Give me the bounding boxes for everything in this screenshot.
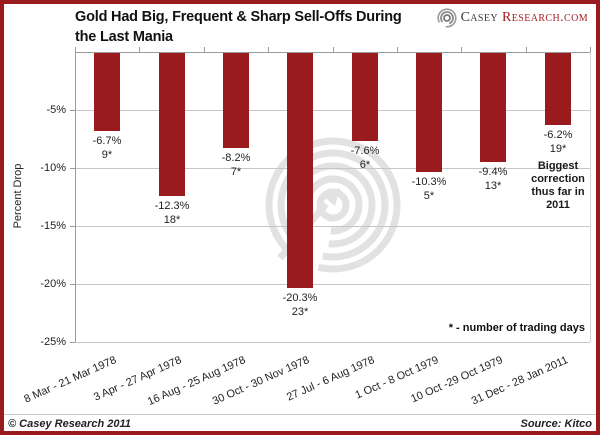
y-tick-mark — [70, 342, 75, 343]
chart-title-line1: Gold Had Big, Frequent & Sharp Sell-Offs… — [75, 9, 402, 25]
copyright-text: © Casey Research 2011 — [8, 418, 131, 430]
y-axis-line — [75, 52, 76, 342]
category-tick-mark — [333, 47, 334, 52]
y-tick-label: -5% — [46, 104, 66, 116]
chart-title-line2: the Last Mania — [75, 29, 173, 45]
category-tick-mark — [590, 47, 591, 52]
category-tick-mark — [526, 47, 527, 52]
annotation-line: 2011 — [546, 199, 570, 211]
gridline — [75, 110, 590, 111]
y-tick-label: -20% — [40, 278, 66, 290]
x-axis-zero-line — [75, 52, 590, 53]
bar-days-label: 13* — [484, 180, 502, 192]
bar — [416, 53, 442, 172]
casey-research-logo: Casey Research.com — [436, 8, 588, 28]
bar-days-label: 7* — [230, 166, 242, 178]
bar-value-label: -6.2% — [543, 129, 573, 141]
brand-casey: Casey — [460, 10, 499, 25]
bar — [94, 53, 120, 131]
y-tick-mark — [70, 226, 75, 227]
bar — [287, 53, 313, 288]
category-tick-mark — [397, 47, 398, 52]
bar-days-label: 5* — [423, 190, 435, 202]
chart-title: Gold Had Big, Frequent & Sharp Sell-Offs… — [75, 7, 402, 47]
annotation-line: correction — [531, 173, 585, 185]
category-tick-mark — [268, 47, 269, 52]
source-text: Source: Kitco — [520, 418, 592, 430]
bar — [223, 53, 249, 148]
y-tick-label: -25% — [40, 336, 66, 348]
bar-days-label: 6* — [359, 159, 371, 171]
gridline — [75, 284, 590, 285]
trading-days-note: * - number of trading days — [448, 322, 585, 334]
gridline — [75, 226, 590, 227]
y-tick-label: -10% — [40, 162, 66, 174]
footer-divider — [4, 414, 596, 415]
bar-value-label: -12.3% — [154, 200, 190, 212]
gridline — [75, 342, 590, 343]
bar-value-label: -7.6% — [350, 145, 380, 157]
bar — [480, 53, 506, 162]
bar-value-label: -20.3% — [282, 292, 318, 304]
annotation-line: Biggest — [537, 160, 579, 172]
bar-days-label: 19* — [549, 143, 567, 155]
spiral-logo-icon — [436, 8, 457, 28]
y-tick-mark — [70, 168, 75, 169]
bar-days-label: 18* — [163, 214, 181, 226]
y-tick-mark — [70, 110, 75, 111]
bar — [545, 53, 571, 125]
y-tick-label: -15% — [40, 220, 66, 232]
brand-research-com: Research.com — [502, 10, 588, 25]
category-tick-mark — [139, 47, 140, 52]
bar-value-label: -9.4% — [478, 166, 508, 178]
bar-value-label: -8.2% — [221, 152, 251, 164]
bar-value-label: -10.3% — [411, 176, 447, 188]
gridline — [75, 168, 590, 169]
bar — [159, 53, 185, 196]
bar-value-label: -6.7% — [92, 135, 122, 147]
annotation-line: thus far in — [531, 186, 585, 198]
bar-days-label: 9* — [101, 149, 113, 161]
category-tick-mark — [204, 47, 205, 52]
y-tick-mark — [70, 284, 75, 285]
bar-days-label: 23* — [291, 306, 309, 318]
plot-right-edge — [590, 52, 591, 342]
bar — [352, 53, 378, 141]
category-tick-mark — [461, 47, 462, 52]
category-tick-mark — [75, 47, 76, 52]
